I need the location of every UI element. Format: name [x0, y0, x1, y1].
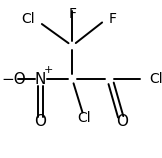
Text: O: O — [35, 114, 46, 129]
Text: −O: −O — [1, 72, 26, 86]
Text: Cl: Cl — [21, 12, 35, 26]
Text: Cl: Cl — [77, 111, 91, 125]
Text: O: O — [116, 114, 128, 129]
Text: F: F — [108, 12, 116, 26]
Text: F: F — [68, 7, 76, 21]
Text: N: N — [35, 72, 46, 86]
Text: +: + — [43, 65, 53, 75]
Text: Cl: Cl — [149, 72, 162, 86]
